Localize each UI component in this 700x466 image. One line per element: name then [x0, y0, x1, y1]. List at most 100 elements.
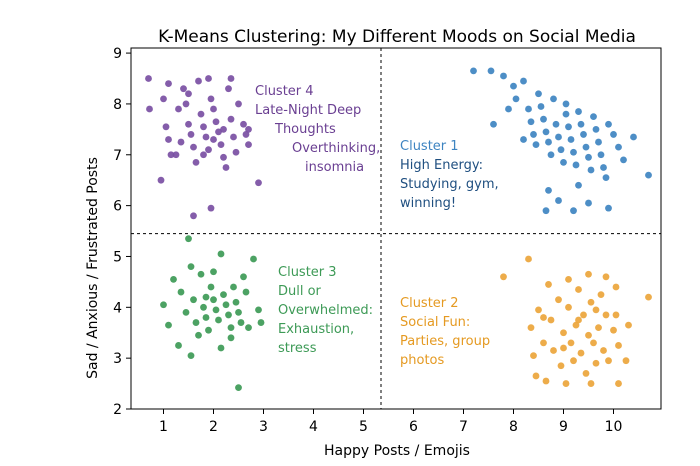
data-point	[557, 362, 565, 370]
data-point	[577, 349, 585, 357]
data-point	[242, 288, 250, 296]
data-point	[212, 306, 220, 314]
cluster-annotations: Cluster 4 Late-Night Deep Thoughts Overthin…	[255, 84, 499, 368]
x-tick-label: 8	[509, 419, 518, 435]
data-point	[595, 138, 602, 146]
data-point	[217, 250, 225, 258]
plot-frame	[130, 47, 662, 410]
data-point	[597, 291, 605, 298]
data-point	[525, 105, 532, 113]
data-point	[225, 85, 232, 93]
data-point	[470, 67, 477, 75]
data-point	[555, 296, 562, 304]
data-point	[220, 153, 227, 161]
data-point	[185, 235, 192, 243]
data-point	[560, 159, 567, 166]
data-point	[562, 100, 570, 108]
data-point	[577, 120, 585, 128]
data-point	[575, 286, 582, 293]
data-point	[190, 212, 197, 220]
data-point	[590, 339, 597, 347]
cluster-annotation-line: Cluster 2	[400, 296, 459, 311]
data-point	[567, 136, 575, 143]
cluster-3-points	[160, 235, 265, 392]
data-point	[512, 95, 520, 103]
data-point	[210, 268, 217, 276]
data-point	[612, 283, 620, 291]
data-point	[205, 75, 212, 82]
data-point	[227, 324, 235, 332]
data-point	[532, 141, 540, 149]
data-point	[172, 151, 180, 159]
data-point	[600, 164, 607, 171]
data-point	[597, 151, 605, 159]
cluster-annotation-line: Studying, gym,	[400, 177, 499, 192]
data-point	[590, 113, 597, 121]
x-tick-label: 7	[459, 419, 468, 435]
data-point	[217, 141, 225, 149]
data-point	[205, 326, 212, 334]
data-point	[540, 314, 547, 321]
data-point	[500, 273, 507, 281]
data-point	[622, 357, 630, 365]
plot-area	[145, 67, 652, 392]
data-point	[572, 321, 580, 329]
x-tick-label: 3	[259, 419, 268, 435]
data-point	[182, 100, 190, 108]
data-point	[582, 143, 590, 151]
data-point	[560, 344, 567, 352]
cluster-annotation-line: High Energy:	[400, 158, 483, 173]
x-axis-ticks: 1 2 3 4 5 6 7 8 9 10	[159, 409, 622, 435]
data-point	[530, 352, 537, 360]
data-point	[625, 321, 632, 329]
data-point	[557, 146, 565, 154]
data-point	[240, 273, 247, 281]
data-point	[207, 95, 215, 103]
y-tick-label: 4	[113, 300, 122, 316]
x-tick-label: 5	[359, 419, 368, 435]
data-point	[175, 342, 182, 349]
x-tick-label: 2	[209, 419, 218, 435]
data-point	[215, 128, 222, 136]
data-point	[202, 314, 210, 321]
data-point	[165, 80, 172, 87]
data-point	[232, 298, 240, 306]
data-point	[600, 347, 607, 354]
data-point	[535, 90, 542, 98]
data-point	[610, 131, 617, 138]
cluster-annotation-line: Cluster 1	[400, 139, 459, 154]
data-point	[565, 275, 572, 283]
data-point	[202, 293, 210, 301]
data-point	[542, 377, 550, 385]
data-point	[542, 128, 550, 136]
cluster-annotation-line: Cluster 3	[278, 265, 337, 280]
data-point	[242, 131, 250, 138]
x-tick-label: 6	[409, 419, 418, 435]
data-point	[187, 131, 195, 138]
data-point	[592, 306, 600, 314]
data-point	[157, 176, 165, 184]
data-point	[187, 263, 195, 271]
cluster-annotation-line: Late-Night Deep	[255, 103, 361, 118]
cluster-annotation-line: Dull or	[278, 284, 322, 299]
data-point	[540, 339, 547, 347]
data-point	[160, 95, 167, 103]
data-point	[570, 357, 577, 365]
data-point	[585, 331, 592, 339]
data-point	[592, 359, 600, 367]
data-point	[195, 77, 202, 85]
data-point	[570, 207, 577, 215]
data-point	[555, 197, 562, 204]
x-tick-label: 4	[309, 419, 318, 435]
data-point	[167, 151, 175, 159]
x-tick-label: 10	[605, 419, 623, 435]
data-point	[530, 131, 537, 138]
y-tick-label: 2	[113, 402, 122, 418]
data-point	[547, 316, 555, 324]
data-point	[580, 311, 587, 319]
data-point	[547, 151, 555, 159]
data-point	[545, 281, 552, 288]
data-point	[615, 342, 622, 349]
data-point	[560, 329, 567, 337]
cluster-annotation-line: Exhaustion,	[278, 322, 354, 337]
